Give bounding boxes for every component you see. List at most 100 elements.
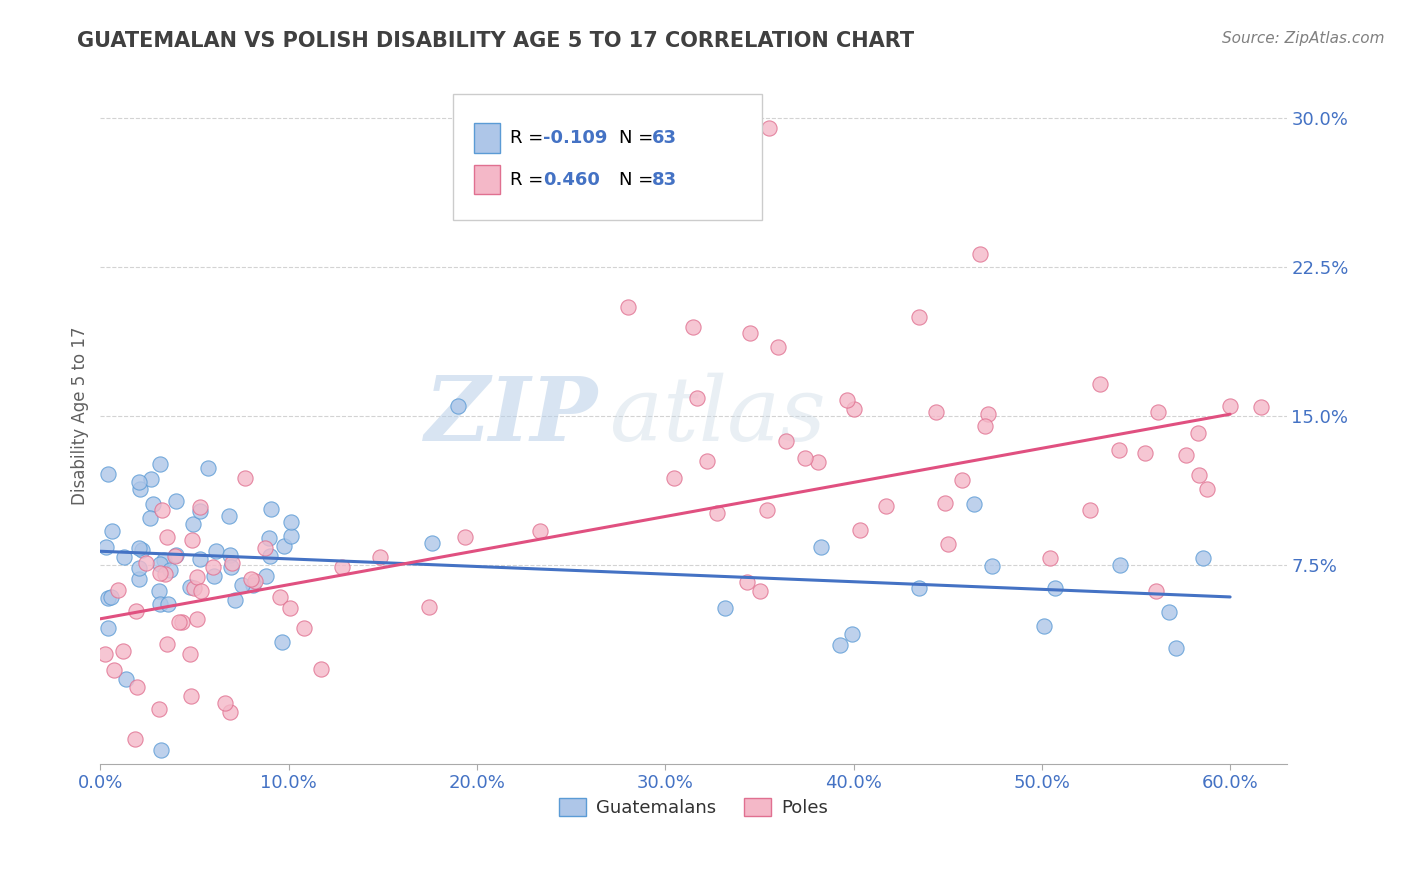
Point	[97, 591, 120, 605]
Point	[149, 557, 172, 571]
Point	[128, 572, 150, 586]
Point	[202, 560, 225, 574]
Point	[179, 647, 201, 661]
Point	[766, 340, 789, 354]
Point	[259, 549, 281, 563]
Point	[139, 510, 162, 524]
Point	[269, 591, 291, 605]
Point	[1088, 377, 1111, 392]
Point	[844, 401, 866, 416]
Point	[259, 502, 281, 516]
Point	[908, 581, 931, 595]
Point	[224, 592, 246, 607]
Point	[1078, 503, 1101, 517]
Point	[1108, 443, 1130, 458]
Point	[454, 530, 477, 544]
Point	[420, 536, 443, 550]
Point	[231, 578, 253, 592]
Point	[179, 580, 201, 594]
Point	[155, 637, 177, 651]
Point	[616, 300, 638, 314]
Point	[128, 475, 150, 490]
Point	[188, 500, 211, 514]
Point	[418, 599, 440, 614]
Text: 83: 83	[652, 170, 678, 189]
Point	[794, 451, 817, 466]
Point	[153, 567, 176, 582]
Point	[221, 556, 243, 570]
Point	[103, 663, 125, 677]
Point	[835, 393, 858, 408]
Point	[96, 540, 118, 554]
Point	[807, 455, 830, 469]
Point	[183, 581, 205, 595]
Point	[204, 544, 226, 558]
Point	[720, 180, 742, 194]
Point	[115, 672, 138, 686]
Point	[309, 662, 332, 676]
Point	[447, 399, 470, 413]
Point	[841, 627, 863, 641]
Point	[1039, 551, 1062, 566]
Text: 0.460: 0.460	[543, 170, 600, 189]
Point	[1188, 468, 1211, 483]
Point	[239, 572, 262, 586]
Point	[218, 705, 240, 719]
Point	[181, 533, 204, 548]
Legend: Guatemalans, Poles: Guatemalans, Poles	[551, 790, 835, 824]
Point	[738, 326, 761, 340]
Point	[150, 503, 173, 517]
Point	[976, 407, 998, 421]
Point	[934, 496, 956, 510]
Point	[202, 568, 225, 582]
Point	[706, 507, 728, 521]
FancyBboxPatch shape	[453, 95, 762, 220]
Point	[875, 500, 897, 514]
Point	[748, 584, 770, 599]
Point	[94, 647, 117, 661]
Point	[981, 558, 1004, 573]
Point	[254, 569, 277, 583]
Point	[128, 560, 150, 574]
Point	[1033, 619, 1056, 633]
Point	[128, 541, 150, 555]
Point	[758, 121, 780, 136]
Point	[1133, 445, 1156, 459]
Point	[1108, 558, 1130, 573]
Point	[197, 461, 219, 475]
Point	[1144, 583, 1167, 598]
Text: N =: N =	[619, 129, 659, 147]
Y-axis label: Disability Age 5 to 17: Disability Age 5 to 17	[72, 327, 89, 506]
Point	[190, 583, 212, 598]
Point	[828, 638, 851, 652]
Point	[214, 696, 236, 710]
Point	[686, 391, 709, 405]
Point	[125, 680, 148, 694]
Point	[254, 541, 277, 555]
Point	[925, 405, 948, 419]
Point	[664, 471, 686, 485]
Point	[219, 560, 242, 574]
Point	[714, 601, 737, 615]
Point	[1174, 448, 1197, 462]
Point	[218, 508, 240, 523]
Point	[131, 543, 153, 558]
Text: ZIP: ZIP	[425, 373, 599, 459]
Point	[242, 578, 264, 592]
Point	[112, 644, 135, 658]
Bar	[474, 165, 501, 194]
Point	[186, 612, 208, 626]
Point	[1164, 641, 1187, 656]
Text: atlas: atlas	[610, 373, 827, 459]
Point	[1195, 482, 1218, 496]
Point	[139, 472, 162, 486]
Point	[1250, 400, 1272, 414]
Point	[696, 453, 718, 467]
Text: Source: ZipAtlas.com: Source: ZipAtlas.com	[1222, 31, 1385, 46]
Point	[149, 566, 172, 581]
Point	[233, 470, 256, 484]
Point	[243, 574, 266, 589]
Point	[292, 621, 315, 635]
Point	[1146, 405, 1168, 419]
Point	[735, 575, 758, 590]
